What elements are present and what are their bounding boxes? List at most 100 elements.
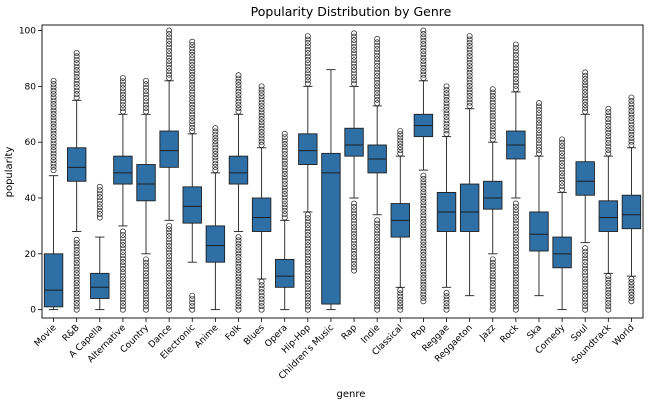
outlier-point (73, 49, 80, 56)
outlier-point (605, 279, 612, 286)
outlier-point (96, 214, 103, 221)
outlier-point (281, 181, 288, 188)
outlier-point (73, 296, 80, 303)
outlier-point (166, 249, 173, 256)
iqr-box (113, 155, 133, 185)
outlier-point (281, 184, 288, 191)
iqr-box (43, 253, 64, 308)
outlier-point (466, 56, 473, 63)
outlier-point (374, 79, 381, 86)
outlier-point (605, 276, 612, 283)
outlier-point (73, 77, 80, 84)
outlier-point (512, 227, 519, 234)
outlier-point (466, 89, 473, 96)
outlier-point (73, 270, 80, 277)
box-country (136, 77, 156, 313)
outlier-point (258, 138, 265, 145)
outlier-point (304, 306, 311, 313)
outlier-point (189, 88, 196, 95)
outlier-point (73, 91, 80, 98)
outlier-point (143, 256, 149, 263)
outlier-point (489, 106, 496, 113)
outlier-point (235, 105, 242, 112)
outlier-point (582, 82, 589, 89)
outlier-point (628, 135, 635, 142)
outlier-point (119, 262, 126, 269)
outlier-point (628, 288, 635, 295)
outlier-point (73, 280, 80, 287)
outlier-point (374, 83, 381, 90)
outlier-point (628, 104, 635, 111)
outlier-point (351, 43, 358, 50)
outlier-point (281, 211, 288, 218)
outlier-point (374, 233, 381, 240)
outlier-point (119, 98, 126, 105)
outlier-point (235, 101, 242, 108)
outlier-point (119, 279, 126, 286)
outlier-point (512, 306, 519, 313)
outlier-point (50, 97, 57, 104)
outlier-point (50, 81, 57, 88)
chart-title: Popularity Distribution by Genre (251, 4, 452, 19)
outlier-point (50, 167, 57, 174)
box-anime (205, 125, 226, 311)
outlier-point (166, 286, 173, 293)
outlier-point (351, 63, 358, 70)
outlier-point (605, 303, 612, 310)
outlier-point (420, 189, 427, 196)
outlier-point (512, 217, 519, 224)
outlier-point (304, 245, 311, 252)
outlier-point (374, 227, 381, 234)
outlier-point (73, 290, 80, 296)
outlier-point (73, 300, 80, 306)
outlier-point (374, 247, 381, 254)
outlier-point (351, 227, 358, 234)
outlier-point (374, 263, 381, 270)
outlier-point (374, 276, 381, 283)
outlier-point (374, 253, 381, 260)
outlier-point (119, 238, 126, 245)
iqr-box (298, 133, 318, 165)
outlier-point (374, 96, 381, 103)
outlier-point (512, 286, 519, 293)
outlier-point (559, 173, 566, 180)
outlier-point (50, 124, 57, 131)
outlier-point (536, 140, 542, 147)
outlier-point (166, 44, 173, 51)
outlier-point (235, 290, 242, 297)
outlier-point (374, 286, 381, 293)
outlier-point (420, 34, 427, 41)
outlier-point (420, 255, 427, 262)
outlier-point (50, 87, 57, 94)
outlier-point (189, 101, 196, 108)
outlier-point (281, 140, 288, 147)
outlier-point (119, 108, 126, 115)
outlier-point (143, 266, 149, 273)
outlier-point (351, 73, 358, 80)
outlier-point (489, 279, 496, 286)
outlier-point (420, 245, 427, 252)
outlier-point (374, 59, 381, 66)
outlier-point (466, 99, 473, 106)
outlier-point (420, 192, 427, 199)
outlier-point (143, 259, 149, 266)
outlier-point (212, 160, 219, 167)
outlier-point (189, 68, 196, 75)
outlier-point (73, 60, 80, 67)
outlier-point (351, 50, 358, 57)
outlier-point (258, 89, 265, 96)
outlier-point (466, 79, 473, 86)
outlier-point (189, 95, 196, 101)
outlier-point (143, 289, 149, 296)
outlier-point (235, 98, 242, 105)
outlier-point (536, 147, 542, 153)
outlier-point (166, 58, 173, 65)
outlier-point (582, 95, 589, 102)
outlier-point (512, 200, 519, 207)
outlier-point (119, 276, 126, 283)
outlier-point (50, 137, 57, 144)
outlier-point (512, 250, 519, 257)
outlier-point (489, 89, 496, 96)
outlier-point (235, 303, 242, 310)
outlier-point (628, 282, 635, 289)
